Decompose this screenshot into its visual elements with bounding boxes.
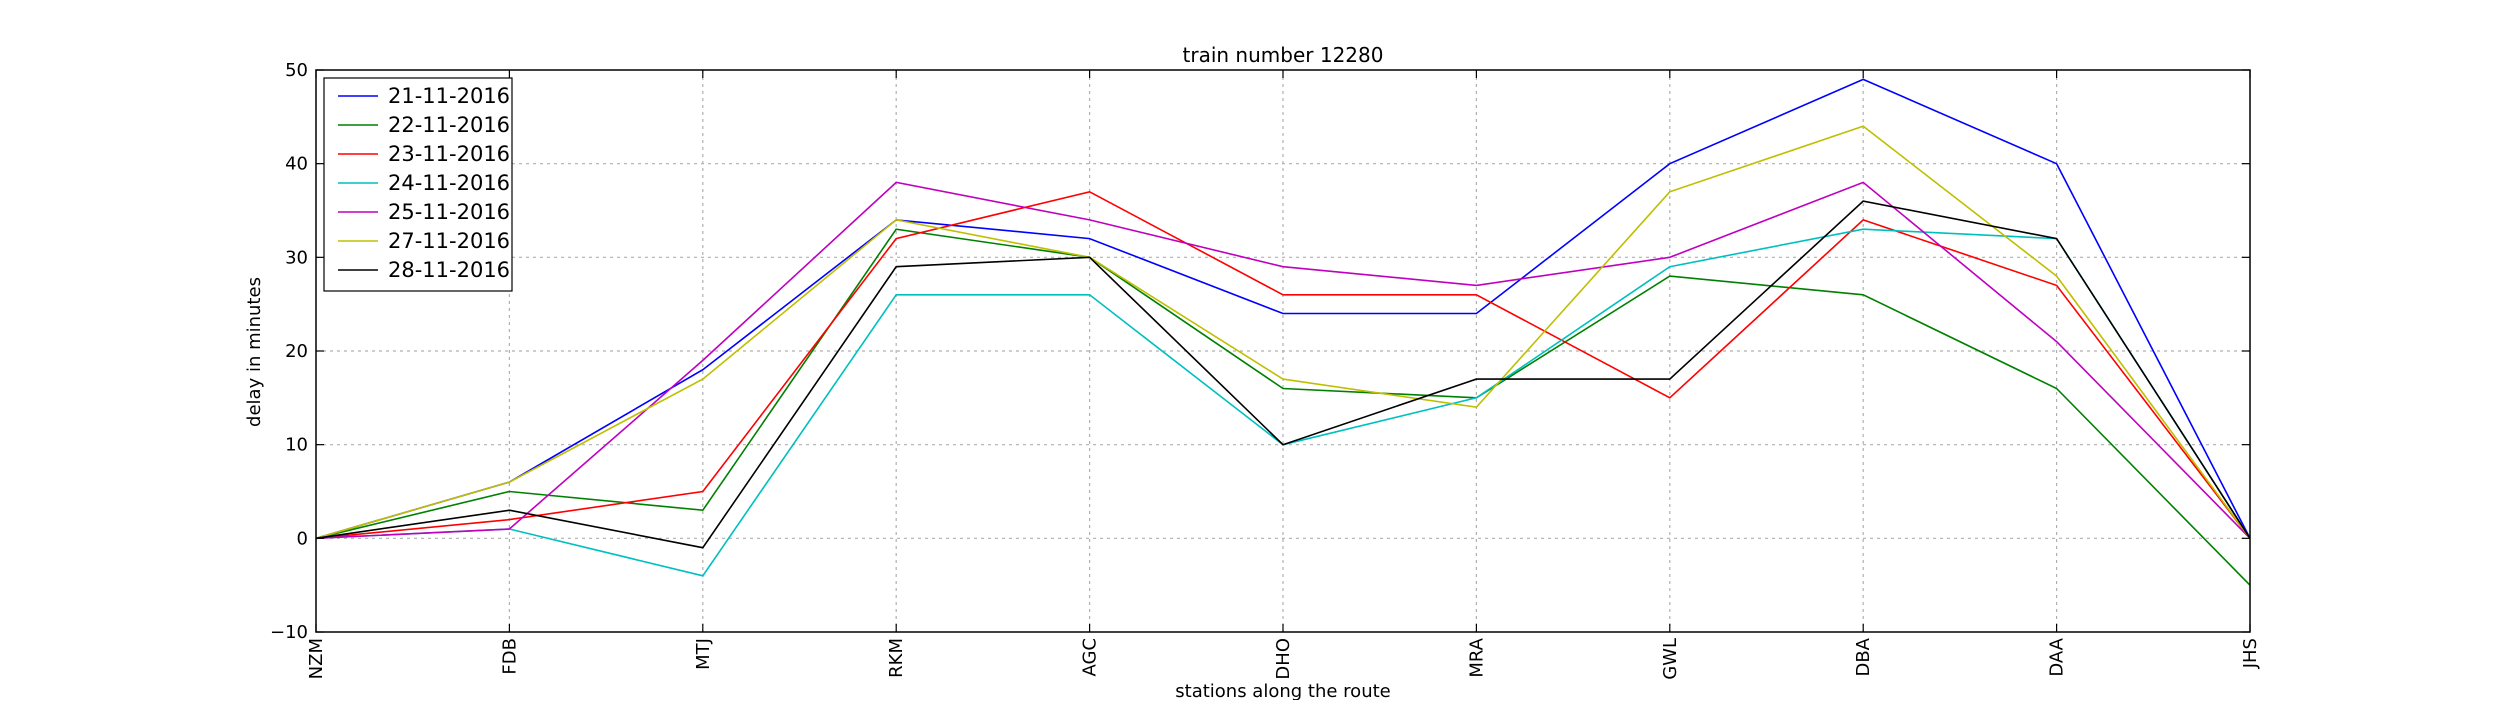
x-tick-label: RKM (886, 638, 907, 678)
x-tick-label: DHO (1273, 638, 1294, 680)
x-tick-label: FDB (499, 638, 520, 675)
x-tick-label: MTJ (693, 638, 714, 670)
legend-label: 27-11-2016 (388, 229, 510, 253)
y-tick-label: −10 (270, 622, 308, 643)
tick-layer: NZM FDB MTJ RKM AGC DHO MRA GWL DBA DAA JHS −10 0 10 2… (270, 60, 2261, 680)
legend-label: 21-11-2016 (388, 84, 510, 108)
series-line-27-11-2016 (315, 125, 2251, 540)
y-tick-label: 0 (297, 528, 308, 549)
legend-label: 23-11-2016 (388, 142, 510, 166)
series-line-28-11-2016 (315, 200, 2251, 549)
x-tick-label: GWL (1660, 638, 1681, 680)
x-tick-label: JHS (2240, 638, 2261, 669)
x-tick-label: AGC (1080, 638, 1101, 677)
legend: 21-11-2016 22-11-2016 23-11-2016 24-11-2016… (323, 77, 513, 292)
x-tick-label: DAA (2047, 637, 2068, 676)
legend-box (323, 77, 513, 292)
grid-layer (316, 70, 2250, 632)
y-tick-label: 50 (285, 60, 308, 81)
y-axis-title: delay in minutes (244, 277, 265, 427)
y-tick-label: 10 (285, 435, 308, 456)
x-tick-label: MRA (1466, 637, 1487, 677)
x-axis-title: stations along the route (1175, 681, 1390, 700)
series-line-22-11-2016 (315, 228, 2251, 586)
series-line-25-11-2016 (315, 181, 2251, 540)
legend-label: 22-11-2016 (388, 113, 510, 137)
y-tick-label: 20 (285, 341, 308, 362)
chart-title: train number 12280 (1183, 43, 1384, 67)
legend-label: 28-11-2016 (388, 258, 510, 282)
series-line-23-11-2016 (315, 190, 2251, 540)
legend-label: 24-11-2016 (388, 171, 510, 195)
legend-label: 25-11-2016 (388, 200, 510, 224)
y-tick-label: 30 (285, 247, 308, 268)
x-tick-label: NZM (306, 638, 327, 679)
x-tick-label: DBA (1853, 637, 1874, 676)
y-tick-label: 40 (285, 154, 308, 175)
series-line-21-11-2016 (315, 78, 2251, 540)
series-layer (315, 78, 2251, 586)
